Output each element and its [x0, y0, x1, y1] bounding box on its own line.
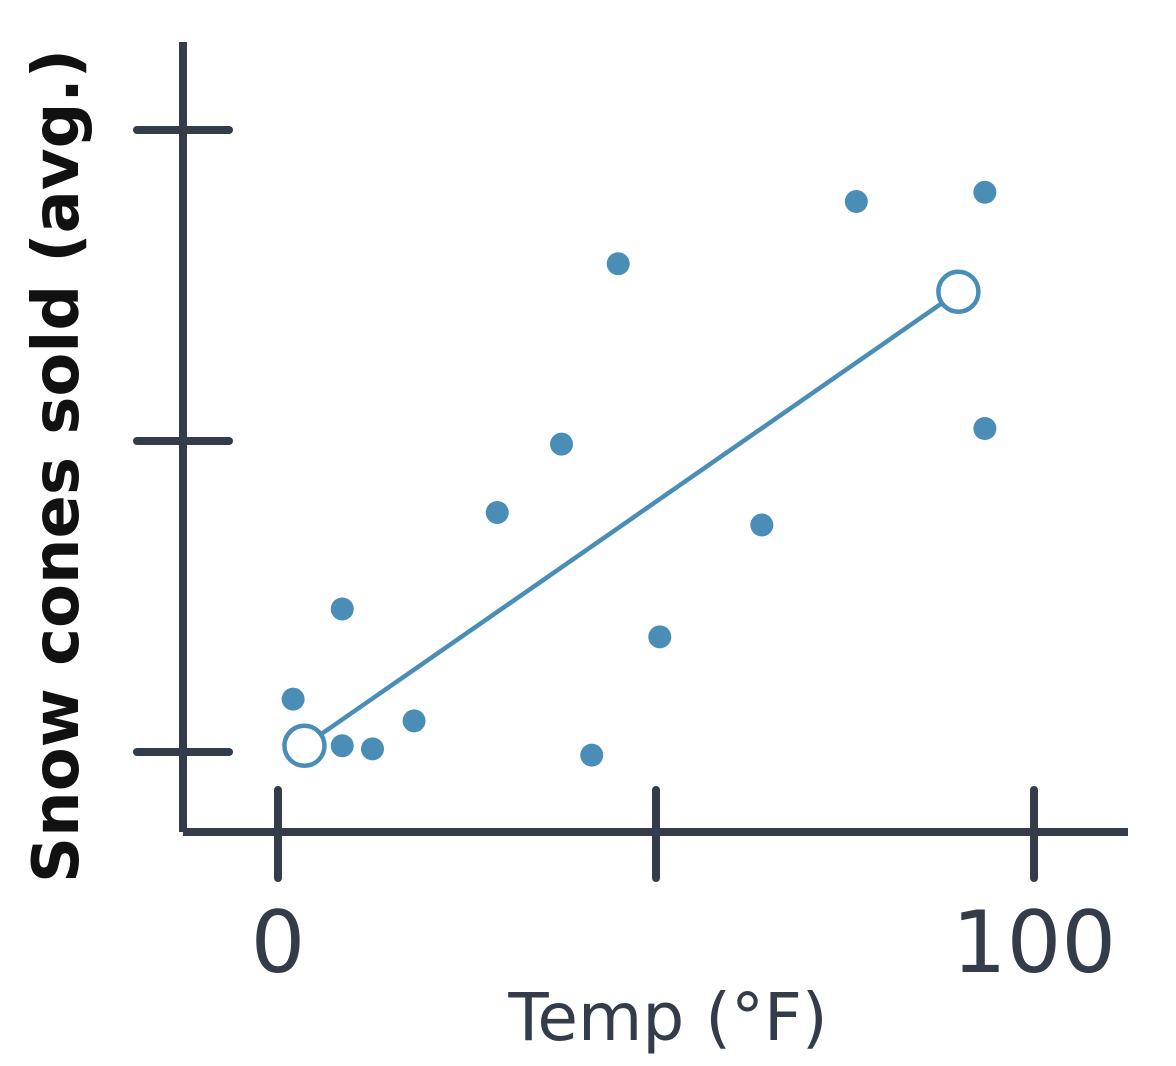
data-point-3 — [330, 734, 354, 758]
data-point-7 — [550, 432, 573, 456]
x-axis-title: Temp (°F) — [507, 979, 827, 1056]
data-point-1 — [281, 687, 305, 711]
x-tick-label-0: 0 — [251, 893, 306, 993]
data-point-12 — [844, 190, 868, 214]
data-point-4 — [361, 737, 384, 761]
axis-ticks — [133, 126, 1038, 882]
data-point-9 — [606, 252, 630, 276]
data-point-6 — [485, 501, 509, 525]
trend-line — [303, 289, 960, 748]
data-point-8 — [580, 743, 604, 767]
trend-line-end-marker — [936, 269, 981, 314]
data-point-10 — [648, 625, 672, 649]
data-point-14 — [973, 417, 997, 441]
trend-line-endpoints — [282, 269, 981, 769]
x-tick-label-100: 100 — [952, 893, 1116, 993]
data-points — [281, 180, 997, 767]
y-axis-title: Snow cones sold (avg.) — [20, 49, 94, 883]
tick-labels: 0 100 — [251, 893, 1116, 993]
data-point-13 — [973, 180, 997, 204]
data-point-2 — [330, 597, 354, 621]
trend-line-start-marker — [282, 723, 327, 769]
data-point-5 — [402, 709, 426, 733]
data-point-11 — [750, 513, 774, 537]
